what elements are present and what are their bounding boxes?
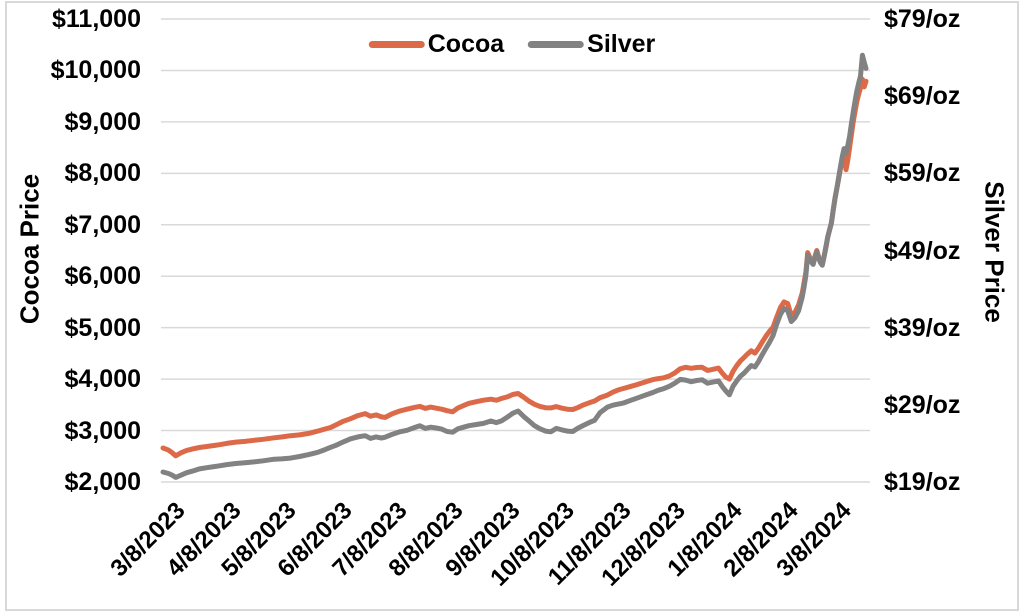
right-axis-tick-label: $19/oz bbox=[884, 468, 961, 496]
right-axis-tick-label: $69/oz bbox=[884, 82, 961, 111]
cocoa-series-line bbox=[160, 76, 869, 459]
legend-label: Cocoa bbox=[427, 30, 505, 58]
silver-legend-swatch-icon bbox=[528, 40, 585, 48]
right-axis-title: Silver Price bbox=[979, 181, 1010, 323]
silver-series-line bbox=[160, 52, 869, 480]
legend-label: Silver bbox=[587, 30, 656, 58]
left-axis-tick-label: $11,000 bbox=[52, 5, 141, 33]
left-axis-tick-label: $9,000 bbox=[64, 107, 141, 136]
gridlines bbox=[161, 18, 870, 483]
legend: Cocoa Silver bbox=[368, 30, 655, 58]
right-axis-tick-label: $29/oz bbox=[884, 390, 961, 419]
series-lines bbox=[160, 52, 869, 480]
cocoa-legend-swatch-icon bbox=[368, 40, 425, 48]
right-axis-tick-label: $49/oz bbox=[884, 236, 961, 265]
right-axis-tick-label: $39/oz bbox=[884, 313, 961, 342]
left-axis-title: Cocoa Price bbox=[14, 173, 45, 325]
legend-item-cocoa: Cocoa bbox=[368, 30, 505, 58]
left-axis-tick-label: $3,000 bbox=[64, 416, 141, 445]
left-axis-tick-label: $5,000 bbox=[64, 313, 141, 342]
left-axis-tick-label: $6,000 bbox=[64, 262, 141, 291]
right-axis-tick-label: $79/oz bbox=[884, 5, 961, 33]
left-axis-tick-label: $8,000 bbox=[64, 159, 141, 188]
left-axis-tick-label: $4,000 bbox=[64, 365, 141, 394]
left-axis-tick-label: $7,000 bbox=[64, 210, 141, 239]
right-axis-tick-label: $59/oz bbox=[884, 159, 961, 188]
left-axis-tick-label: $2,000 bbox=[64, 468, 141, 496]
left-axis-tick-label: $10,000 bbox=[50, 56, 141, 85]
legend-item-silver: Silver bbox=[528, 30, 655, 58]
